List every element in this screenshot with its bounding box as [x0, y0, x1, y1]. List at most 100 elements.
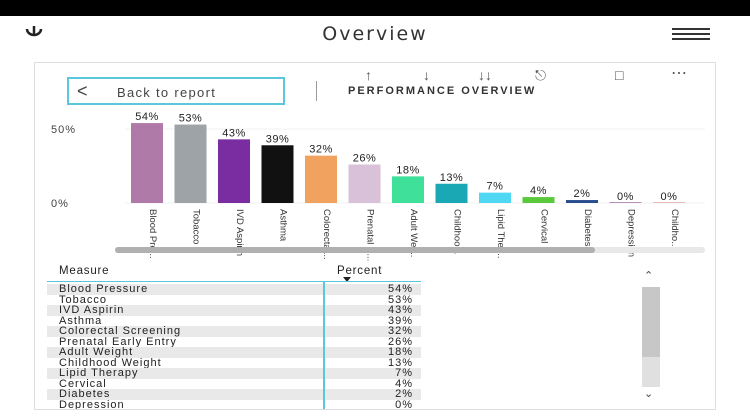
percent-cell: 7%	[395, 367, 413, 379]
more-options-icon[interactable]: ⋯	[671, 65, 687, 82]
back-button-label: Back to report	[117, 85, 217, 100]
x-tick-label: Blood Pre...	[147, 209, 158, 259]
data-label: 13%	[440, 172, 464, 184]
x-tick-label: Diabetes	[582, 209, 593, 247]
measure-table: Measure Percent Blood Pressure 54% Tobacco…	[47, 263, 427, 410]
y-tick-label: 50%	[51, 124, 76, 136]
focus-mode-icon[interactable]: □	[615, 67, 624, 83]
bar[interactable]	[479, 192, 511, 203]
chart-scroll-thumb[interactable]	[115, 247, 595, 253]
table-row[interactable]: Depression 0%	[47, 398, 421, 410]
measure-cell: Prenatal Early Entry	[59, 335, 177, 348]
x-tick-label: Adult Wei...	[408, 209, 419, 257]
x-tick-label: Cervical	[539, 209, 550, 243]
scroll-thumb[interactable]	[642, 287, 660, 357]
table-row[interactable]: Diabetes 2%	[47, 389, 421, 400]
percent-cell: 39%	[387, 314, 413, 327]
header-underline	[47, 281, 421, 282]
percent-cell: 53%	[387, 293, 413, 306]
bar[interactable]	[261, 145, 294, 203]
percent-cell: 2%	[395, 388, 413, 400]
app-header: Overview	[0, 16, 750, 54]
measure-cell: Depression	[59, 398, 125, 410]
measure-cell: Childhood Weight	[59, 356, 162, 369]
x-tick-label: Tobacco	[191, 209, 202, 244]
measure-cell: Colorectal Screening	[59, 325, 182, 337]
table-vertical-scrollbar[interactable]: ⌃ ⌄	[642, 269, 660, 401]
data-label: 2%	[574, 188, 591, 200]
data-label: 0%	[617, 191, 634, 203]
bar[interactable]	[522, 197, 555, 203]
page-title: Overview	[322, 23, 428, 45]
measure-cell: Cervical	[59, 377, 107, 390]
scroll-up-icon[interactable]: ⌃	[644, 270, 654, 282]
table-row[interactable]: Prenatal Early Entry 26%	[47, 335, 421, 348]
x-tick-label: Lipid Ther...	[495, 209, 506, 258]
data-label: 0%	[661, 191, 678, 203]
measure-cell: IVD Aspirin	[59, 304, 125, 316]
data-label: 18%	[396, 164, 420, 176]
data-label: 7%	[487, 181, 504, 193]
bar	[609, 202, 642, 203]
x-tick-label: IVD Aspirin	[234, 209, 245, 256]
bar[interactable]	[305, 155, 337, 203]
bar[interactable]	[348, 164, 381, 203]
measure-cell: Blood Pressure	[59, 283, 149, 295]
status-bar	[0, 0, 750, 16]
column-header-percent[interactable]: Percent	[337, 265, 383, 277]
bar[interactable]	[131, 123, 163, 203]
percent-cell: 26%	[387, 335, 413, 348]
measure-cell: Adult Weight	[59, 346, 134, 358]
measure-cell: Asthma	[59, 314, 103, 327]
percent-cell: 54%	[387, 283, 413, 295]
data-label: 39%	[266, 133, 290, 145]
table-row[interactable]: Cervical 4%	[47, 377, 421, 390]
measure-cell: Diabetes	[59, 388, 111, 400]
bar[interactable]	[218, 139, 250, 203]
bar[interactable]	[435, 183, 468, 203]
percent-cell: 13%	[387, 356, 413, 369]
data-label: 32%	[309, 144, 333, 156]
percent-cell: 43%	[387, 304, 413, 316]
data-label: 4%	[530, 185, 547, 197]
data-label: 43%	[222, 127, 246, 139]
x-tick-label: Depression	[626, 209, 637, 257]
table-row[interactable]: Asthma 39%	[47, 314, 421, 327]
power-icon[interactable]	[18, 25, 50, 43]
arrow-down-icon[interactable]: ↓	[423, 67, 430, 83]
column-resize-line[interactable]	[323, 281, 325, 409]
column-header-measure[interactable]: Measure	[59, 265, 110, 277]
data-label: 54%	[135, 111, 159, 123]
sort-descending-icon[interactable]	[343, 277, 351, 282]
visual-title: PERFORMANCE OVERVIEW	[348, 85, 537, 97]
bar	[653, 202, 685, 203]
table-row[interactable]: Colorectal Screening 32%	[47, 326, 421, 337]
table-row[interactable]: Adult Weight 18%	[47, 347, 421, 358]
chevron-left-icon: <	[77, 81, 88, 101]
y-tick-label: 0%	[51, 198, 69, 210]
expand-hierarchy-icon[interactable]: ⎋	[535, 67, 547, 83]
table-row[interactable]: Lipid Therapy 7%	[47, 368, 421, 379]
hamburger-menu-icon[interactable]	[672, 28, 710, 42]
x-tick-label: Asthma	[278, 209, 289, 242]
bar[interactable]	[392, 176, 424, 203]
report-panel: < Back to report PERFORMANCE OVERVIEW ↑ …	[34, 62, 716, 410]
measure-cell: Tobacco	[59, 293, 107, 306]
bar[interactable]	[566, 200, 598, 203]
data-label: 26%	[353, 153, 377, 165]
percent-cell: 0%	[395, 398, 413, 410]
percent-cell: 4%	[395, 377, 413, 390]
performance-bar-chart: 50% 0% 54% Blood Pre... 53% Tobacco 43% IVD Asp…	[51, 111, 705, 261]
arrow-up-icon[interactable]: ↑	[365, 67, 372, 83]
chart-horizontal-scrollbar[interactable]	[115, 247, 705, 253]
bar[interactable]	[174, 124, 207, 203]
back-to-report-button[interactable]: < Back to report	[67, 77, 285, 105]
percent-cell: 32%	[387, 325, 413, 337]
table-row[interactable]: Childhood Weight 13%	[47, 356, 421, 369]
double-arrow-down-icon[interactable]: ↓↓	[478, 67, 492, 83]
table-row[interactable]: Tobacco 53%	[47, 293, 421, 306]
table-row[interactable]: IVD Aspirin 43%	[47, 305, 421, 316]
scroll-down-icon[interactable]: ⌄	[644, 388, 654, 400]
table-row[interactable]: Blood Pressure 54%	[47, 284, 421, 295]
toolbar-divider	[316, 81, 317, 101]
